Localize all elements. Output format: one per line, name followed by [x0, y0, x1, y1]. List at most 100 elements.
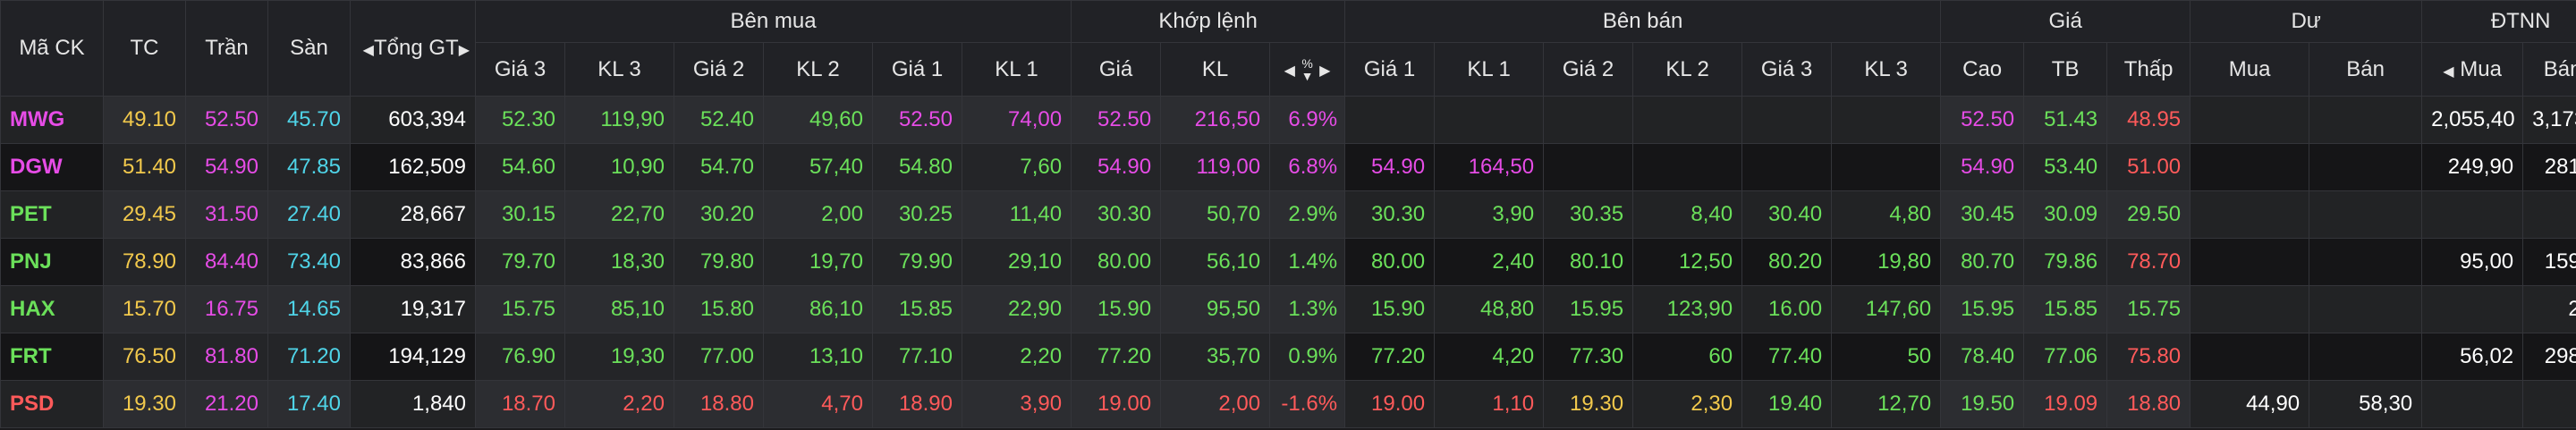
- buy-price2-cell: 77.00: [674, 333, 764, 381]
- total-value-cell: 83,866: [350, 238, 476, 286]
- remain-buy-cell: [2190, 238, 2310, 286]
- table-row[interactable]: PSD 19.30 21.20 17.40 1,840 18.70 2,20 18.80 4,7…: [0, 380, 2576, 428]
- group-price-header: Giá: [1940, 0, 2191, 43]
- match-price-cell: 77.20: [1071, 333, 1162, 381]
- sell-vol1-cell: 3,90: [1434, 190, 1545, 239]
- sell-vol2-cell: 2,30: [1632, 380, 1743, 428]
- col-high[interactable]: Cao: [1940, 42, 2025, 97]
- col-sell-vol1[interactable]: KL 1: [1434, 42, 1545, 97]
- buy-price1-cell: 15.85: [872, 285, 962, 333]
- col-match-vol[interactable]: KL: [1160, 42, 1271, 97]
- buy-vol3-cell: 2,20: [564, 380, 674, 428]
- sell-price2-cell: 80.10: [1543, 238, 1634, 286]
- sell-vol2-cell: [1632, 143, 1743, 191]
- symbol-cell[interactable]: DGW: [0, 143, 104, 191]
- table-row[interactable]: HAX 15.70 16.75 14.65 19,317 15.75 85,10 15.80 8…: [0, 285, 2576, 333]
- buy-vol2-cell: 86,10: [763, 285, 873, 333]
- sell-vol2-cell: 12,50: [1632, 238, 1743, 286]
- sell-price1-cell: 19.00: [1344, 380, 1436, 428]
- table-row[interactable]: DGW 51.40 54.90 47.85 162,509 54.60 10,90 54.70…: [0, 143, 2576, 191]
- caret-right-icon[interactable]: ▶: [1319, 63, 1331, 80]
- sell-price3-cell: 19.40: [1741, 380, 1833, 428]
- buy-price3-cell: 15.75: [475, 285, 565, 333]
- sell-price3-cell: [1741, 96, 1833, 144]
- buy-vol2-cell: 2,00: [763, 190, 873, 239]
- col-sell-price1[interactable]: Giá 1: [1344, 42, 1436, 97]
- symbol-cell[interactable]: PSD: [0, 380, 104, 428]
- high-cell: 80.70: [1940, 238, 2025, 286]
- col-avg[interactable]: TB: [2023, 42, 2108, 97]
- foreign-sell-cell: [2522, 380, 2576, 428]
- col-ref-header[interactable]: TC: [103, 0, 186, 97]
- symbol-cell[interactable]: PNJ: [0, 238, 104, 286]
- table-row[interactable]: MWG 49.10 52.50 45.70 603,394 52.30 119,90 52.4…: [0, 96, 2576, 144]
- col-match-pct[interactable]: ◀ % ▼ ▶: [1269, 42, 1346, 97]
- col-sell-price2[interactable]: Giá 2: [1543, 42, 1634, 97]
- ref-cell: 19.30: [103, 380, 186, 428]
- sell-vol3-cell: 19,80: [1831, 238, 1942, 286]
- total-value-cell: 19,317: [350, 285, 476, 333]
- sell-price1-cell: 54.90: [1344, 143, 1436, 191]
- caret-left-icon[interactable]: ◀: [1284, 63, 1295, 80]
- sell-price1-cell: [1344, 96, 1436, 144]
- group-foreign-header: ĐTNN: [2421, 0, 2576, 43]
- table-row[interactable]: PNJ 78.90 84.40 73.40 83,866 79.70 18,30 79.80 1…: [0, 238, 2576, 286]
- col-foreign-sell[interactable]: Bán ▶: [2522, 42, 2576, 97]
- col-buy-price3[interactable]: Giá 3: [475, 42, 565, 97]
- sell-vol1-cell: 2,40: [1434, 238, 1545, 286]
- sell-vol3-cell: 147,60: [1831, 285, 1942, 333]
- ref-cell: 78.90: [103, 238, 186, 286]
- col-sell-vol3[interactable]: KL 3: [1831, 42, 1942, 97]
- low-cell: 48.95: [2106, 96, 2191, 144]
- symbol-cell[interactable]: HAX: [0, 285, 104, 333]
- buy-vol1-cell: 22,90: [961, 285, 1072, 333]
- buy-vol1-cell: 11,40: [961, 190, 1072, 239]
- ref-cell: 51.40: [103, 143, 186, 191]
- sell-price1-cell: 80.00: [1344, 238, 1436, 286]
- caret-left-icon[interactable]: ◀: [362, 43, 374, 58]
- low-cell: 51.00: [2106, 143, 2191, 191]
- symbol-cell[interactable]: MWG: [0, 96, 104, 144]
- col-low[interactable]: Thấp: [2106, 42, 2191, 97]
- symbol-cell[interactable]: FRT: [0, 333, 104, 381]
- sell-vol3-cell: 4,80: [1831, 190, 1942, 239]
- col-foreign-buy[interactable]: ◀ Mua: [2421, 42, 2524, 97]
- sell-price2-cell: 30.35: [1543, 190, 1634, 239]
- col-buy-vol1[interactable]: KL 1: [961, 42, 1072, 97]
- col-sell-price3[interactable]: Giá 3: [1741, 42, 1833, 97]
- col-ceil-header[interactable]: Trần: [185, 0, 268, 97]
- col-match-price[interactable]: Giá: [1071, 42, 1162, 97]
- col-buy-vol3[interactable]: KL 3: [564, 42, 674, 97]
- table-row[interactable]: FRT 76.50 81.80 71.20 194,129 76.90 19,30 77.00…: [0, 333, 2576, 381]
- match-vol-cell: 216,50: [1160, 96, 1271, 144]
- buy-price1-cell: 30.25: [872, 190, 962, 239]
- col-symbol-header[interactable]: Mã CK: [0, 0, 104, 97]
- col-remain-sell[interactable]: Bán: [2309, 42, 2423, 97]
- ceil-cell: 16.75: [185, 285, 268, 333]
- match-pct-cell: 0.9%: [1269, 333, 1346, 381]
- avg-cell: 79.86: [2023, 238, 2108, 286]
- buy-price1-cell: 54.80: [872, 143, 962, 191]
- col-total-header[interactable]: ◀Tổng GT▶: [350, 0, 476, 97]
- match-pct-cell: 1.4%: [1269, 238, 1346, 286]
- buy-vol3-cell: 19,30: [564, 333, 674, 381]
- col-sell-vol2[interactable]: KL 2: [1632, 42, 1743, 97]
- group-remain-header: Dư: [2190, 0, 2423, 43]
- col-remain-buy[interactable]: Mua: [2190, 42, 2310, 97]
- remain-buy-cell: [2190, 333, 2310, 381]
- buy-price3-cell: 79.70: [475, 238, 565, 286]
- caret-left-icon[interactable]: ◀: [2443, 63, 2454, 80]
- low-cell: 29.50: [2106, 190, 2191, 239]
- col-buy-price2[interactable]: Giá 2: [674, 42, 764, 97]
- buy-price2-cell: 79.80: [674, 238, 764, 286]
- table-row[interactable]: PET 29.45 31.50 27.40 28,667 30.15 22,70 30.20 2…: [0, 190, 2576, 239]
- col-floor-header[interactable]: Sàn: [267, 0, 351, 97]
- col-buy-vol2[interactable]: KL 2: [763, 42, 873, 97]
- buy-price3-cell: 76.90: [475, 333, 565, 381]
- symbol-cell[interactable]: PET: [0, 190, 104, 239]
- buy-vol2-cell: 49,60: [763, 96, 873, 144]
- floor-cell: 73.40: [267, 238, 351, 286]
- col-buy-price1[interactable]: Giá 1: [872, 42, 962, 97]
- caret-right-icon[interactable]: ▶: [458, 43, 470, 58]
